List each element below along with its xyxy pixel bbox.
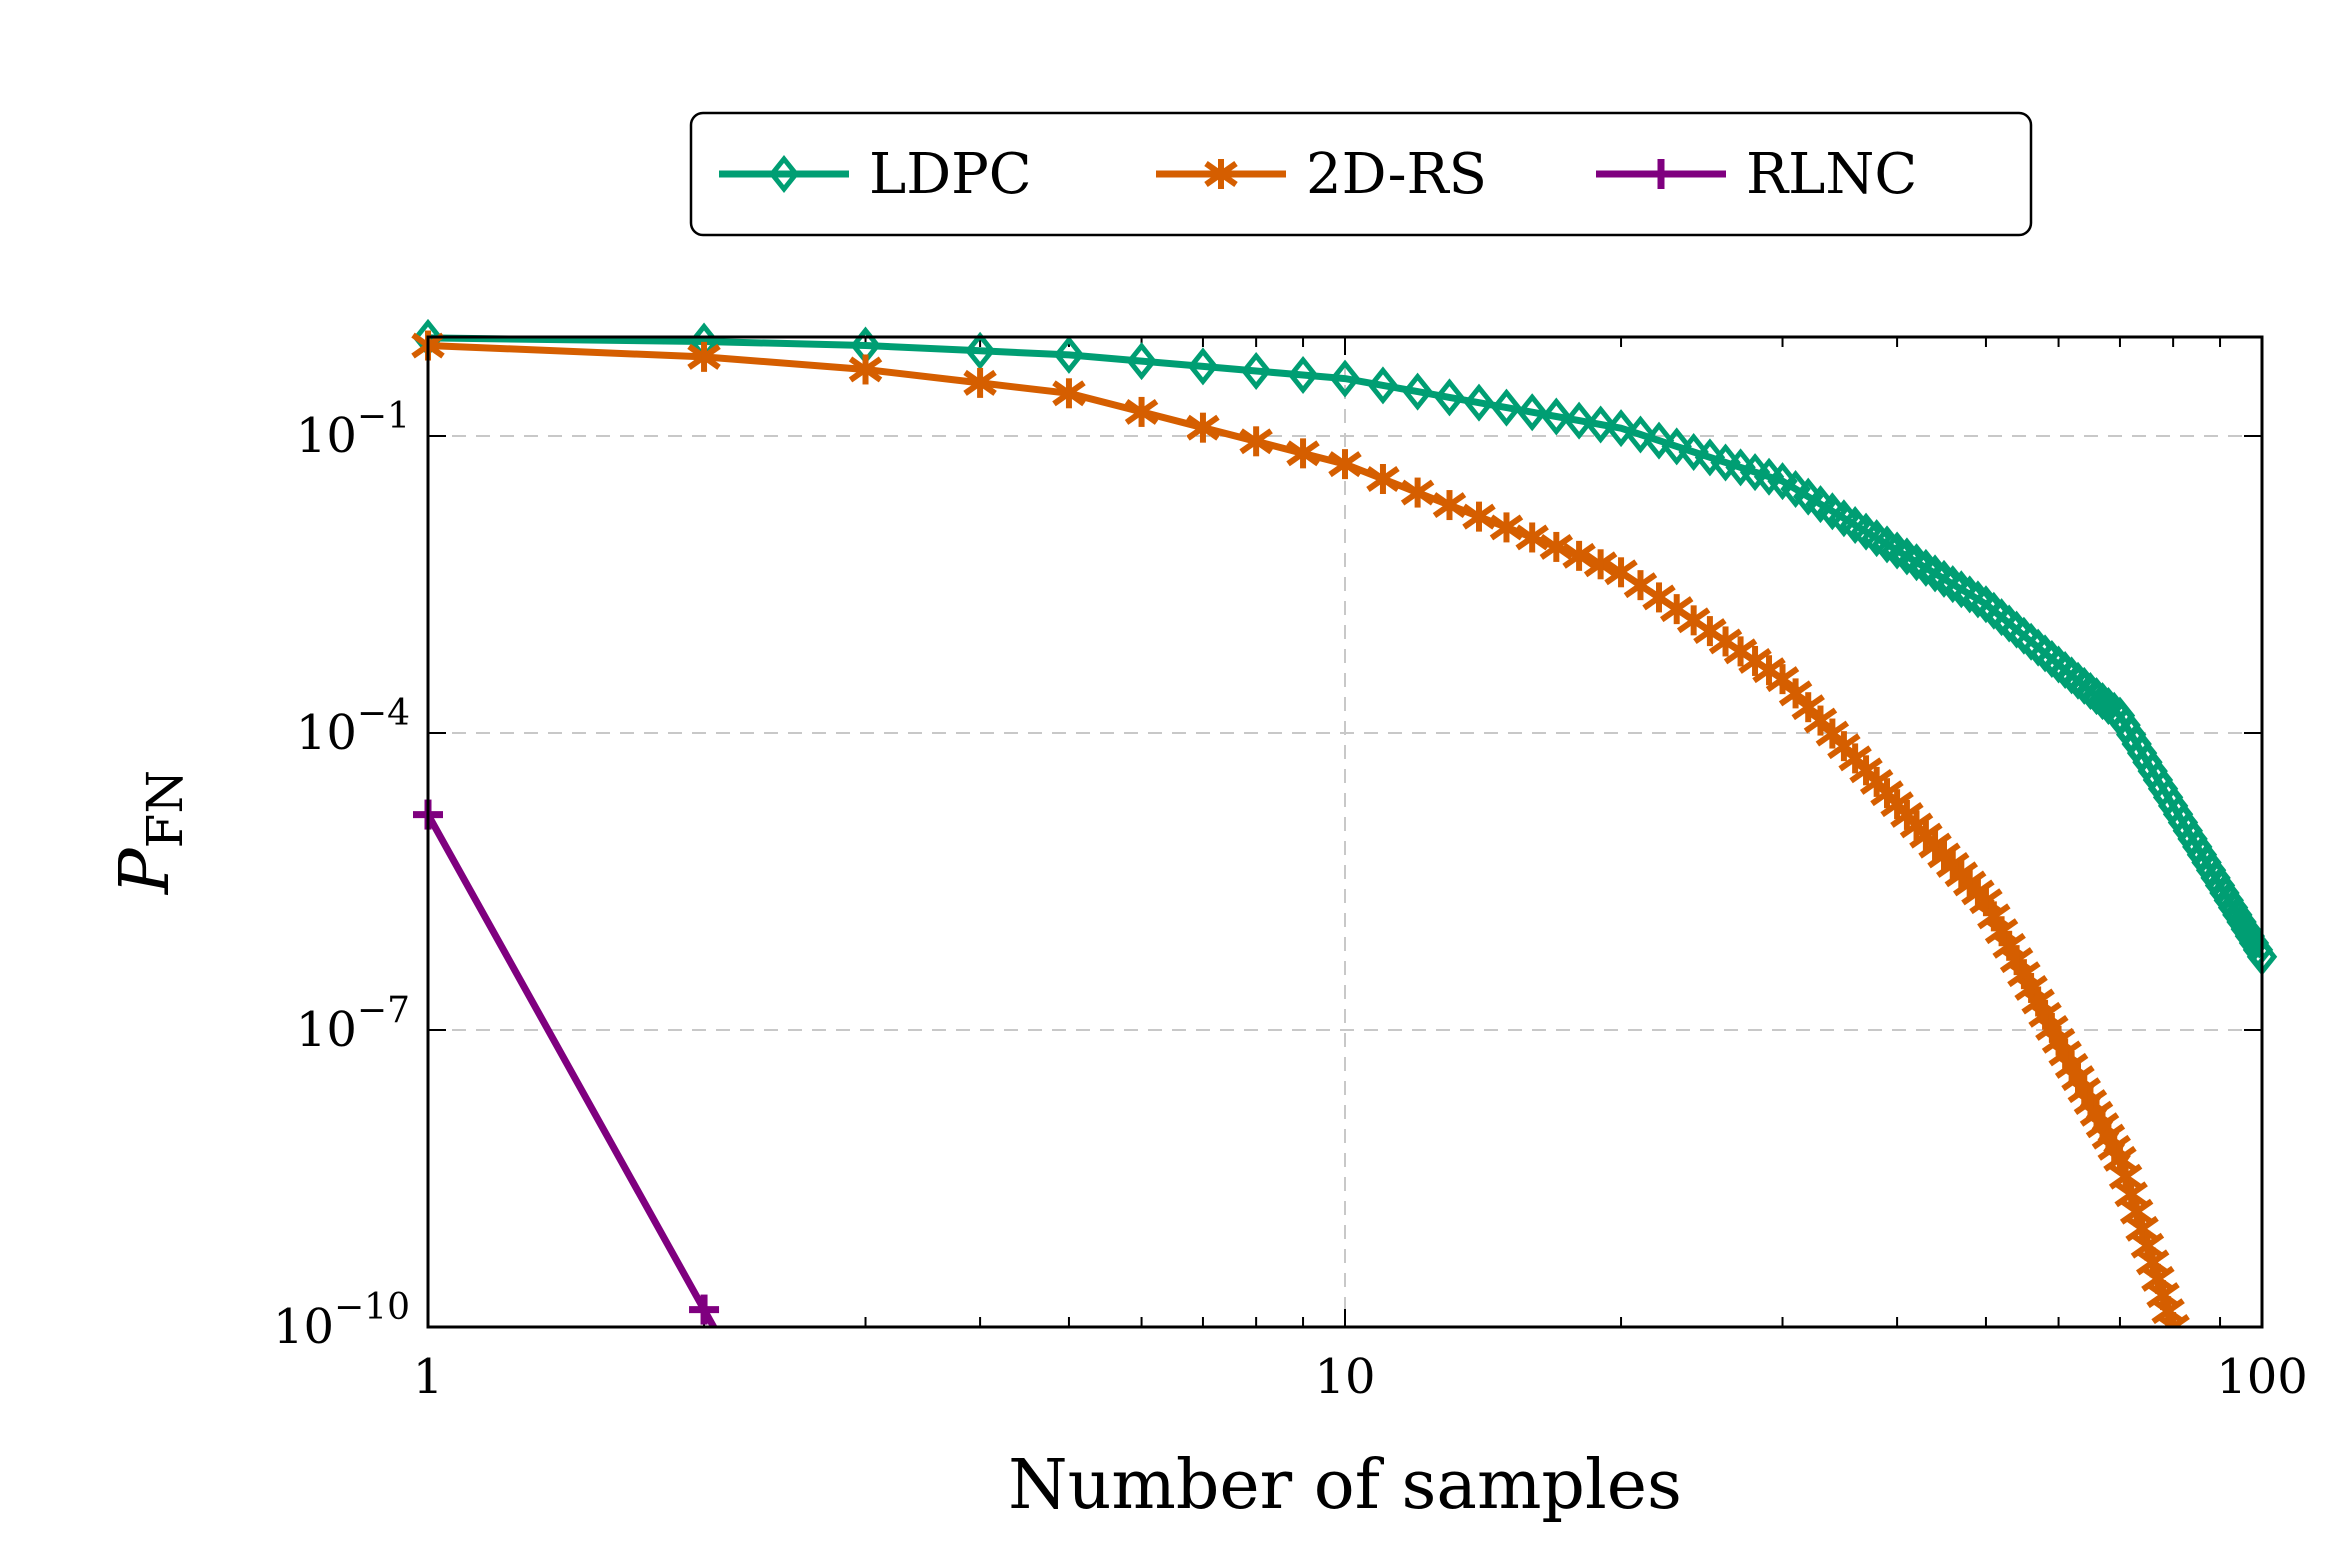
ldpc-marker [1962, 580, 1994, 619]
series-ldpc [412, 318, 2278, 976]
ldpc-marker [1946, 570, 1977, 609]
ldpc-marker [1187, 347, 1219, 386]
2d-rs-marker [2108, 1161, 2143, 1192]
2d-rs-marker [1583, 549, 1618, 580]
legend-label: 2D-RS [1306, 142, 1487, 207]
2d-rs-marker [1432, 490, 1467, 521]
series-rlnc [413, 799, 720, 1327]
2d-rs-marker [1204, 159, 1238, 189]
2d-rs-marker [2103, 1143, 2137, 1174]
ldpc-marker [1491, 388, 1522, 427]
2d-rs-marker [1515, 522, 1549, 553]
series-2d-rs [411, 330, 2190, 1327]
x-tick-label: 1 [413, 1349, 444, 1405]
series-clip [411, 318, 2278, 1327]
x-tick-label: 100 [2216, 1349, 2308, 1405]
ldpc-marker [1516, 393, 1548, 432]
2d-rs-marker [1052, 378, 1086, 409]
2d-rs-marker [1642, 582, 1676, 613]
ldpc-marker [1605, 409, 1637, 448]
ldpc-marker [1563, 401, 1595, 440]
2d-rs-marker [963, 367, 997, 398]
2d-rs-marker [1489, 512, 1524, 543]
x-axis-title: Number of samples [1008, 1446, 1682, 1525]
series-layer [411, 318, 2278, 1327]
ldpc-marker [964, 331, 996, 370]
2d-rs-marker [1400, 477, 1435, 508]
ldpc-marker [1767, 462, 1798, 501]
2d-rs-marker [687, 341, 721, 372]
legend-box [689, 111, 2033, 237]
2d-rs-marker [1124, 396, 1159, 427]
series-line-rlnc [424, 812, 718, 1327]
ldpc-marker [1367, 366, 1399, 405]
y-axis-title-main: P [106, 847, 185, 896]
plot-frame [426, 335, 2264, 1329]
x-tick-label: 10 [1314, 1349, 1375, 1405]
2d-rs-marker [2156, 1312, 2190, 1327]
2d-rs-marker [1328, 449, 1362, 480]
ldpc-marker [1329, 359, 1361, 398]
ldpc-marker [1661, 427, 1692, 466]
2d-rs-marker [1765, 664, 1800, 695]
ldpc-marker [1937, 565, 1968, 604]
legend-items: LDPC 2D-RS RLNC [719, 142, 1917, 207]
ldpc-marker [1954, 575, 1985, 614]
y-tick-label: 10−4 [296, 693, 410, 761]
2d-rs-marker [1462, 501, 1496, 532]
2d-rs-marker [1239, 426, 1273, 457]
y-axis-title-sub: FN [136, 770, 194, 848]
rlnc-marker [1646, 159, 1676, 189]
legend-item-rlnc: RLNC [1596, 142, 1917, 207]
ldpc-marker [1678, 432, 1709, 471]
2d-rs-marker [1659, 594, 1694, 625]
y-tick-label: 10−1 [296, 396, 410, 464]
ldpc-marker [1694, 438, 1726, 477]
ldpc-marker [1434, 378, 1465, 417]
grid [428, 337, 2262, 1327]
ldpc-marker [1643, 421, 1675, 460]
y-tick-label: 10−7 [296, 990, 410, 1058]
ldpc-marker [1541, 397, 1572, 436]
tick-labels: 1 10 100 10−1 10−4 10−7 10−10 [273, 396, 2308, 1405]
2d-rs-marker [1539, 531, 1574, 562]
2d-rs-marker [1562, 540, 1596, 571]
legend-label: RLNC [1746, 142, 1917, 207]
series-line-ldpc [427, 334, 2266, 959]
y-axis-title: PFN [106, 770, 194, 896]
legend: LDPC 2D-RS RLNC [689, 111, 2033, 237]
ldpc-marker [1240, 351, 1272, 390]
legend-item-2d-rs: 2D-RS [1156, 142, 1487, 207]
y-tick-label: 10−10 [273, 1287, 410, 1355]
2d-rs-marker [848, 354, 883, 385]
2d-rs-marker [1186, 412, 1220, 443]
series-line-2d-rs [427, 342, 2177, 1327]
ldpc-marker [1126, 342, 1157, 381]
ldpc-marker [1625, 415, 1656, 454]
ldpc-marker [768, 154, 800, 194]
legend-item-ldpc: LDPC [719, 142, 1032, 207]
rlnc-marker [689, 1294, 720, 1325]
ldpc-marker [1585, 405, 1616, 444]
ldpc-marker [1287, 355, 1319, 394]
2d-rs-marker [1623, 570, 1658, 601]
ldpc-marker [1463, 383, 1495, 422]
legend-label: LDPC [869, 142, 1032, 207]
ldpc-marker [1053, 335, 1085, 374]
2d-rs-marker [1676, 605, 1711, 636]
ldpc-marker [1402, 372, 1433, 411]
2d-rs-marker [1366, 463, 1400, 494]
y-axis-title-text: PFN [106, 770, 194, 896]
2d-rs-marker [1286, 438, 1320, 469]
